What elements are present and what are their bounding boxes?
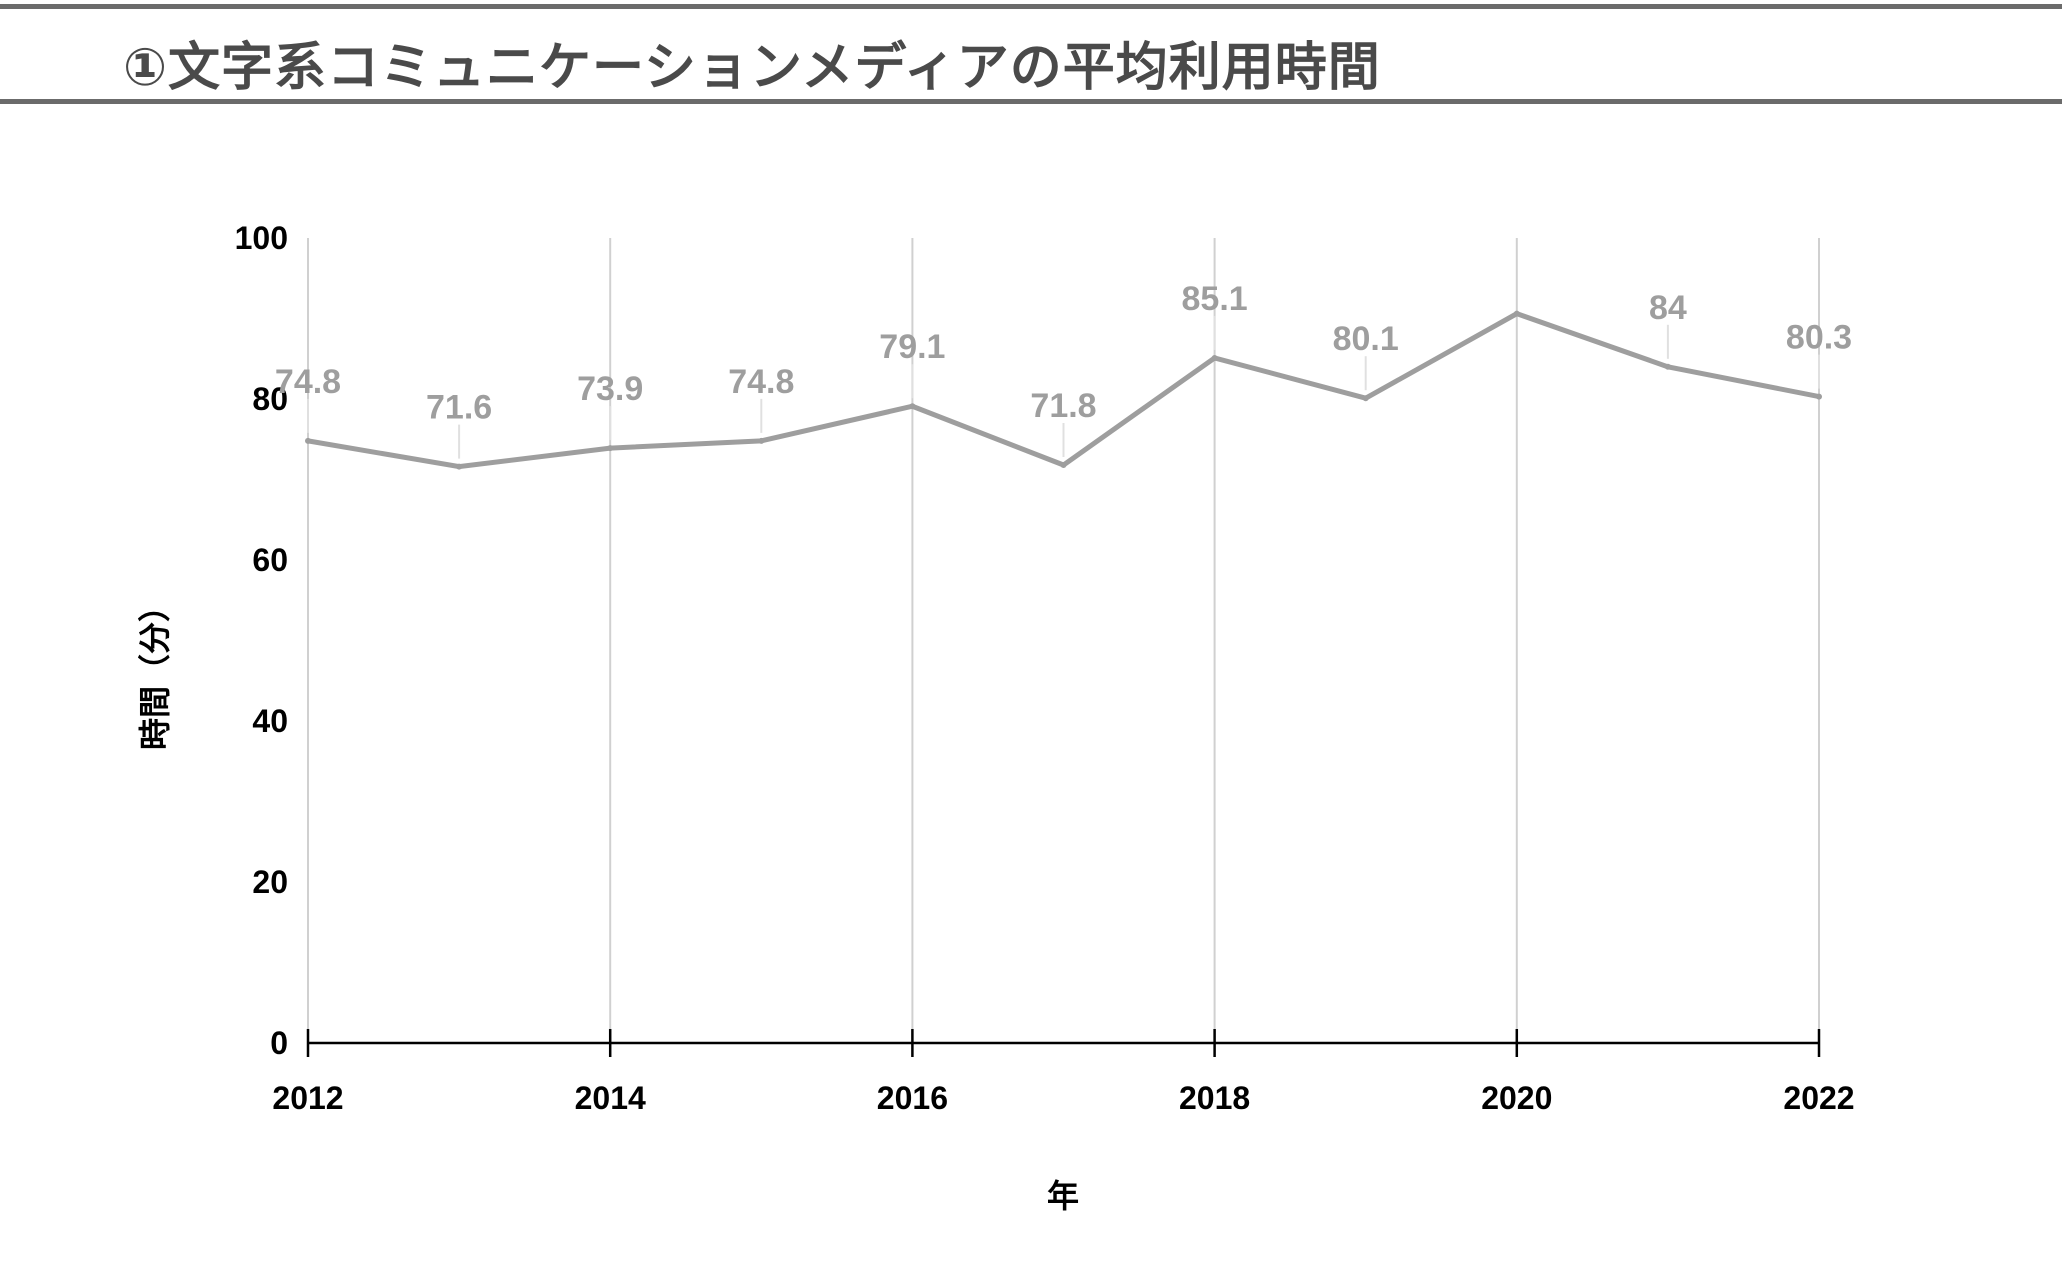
x-tick-label: 2014 [575, 1080, 646, 1116]
series-line [305, 310, 1822, 470]
data-point [1816, 393, 1822, 400]
data-label: 79.1 [879, 328, 945, 366]
y-axis-tick-labels: 0 20 40 60 80 100 [235, 220, 288, 1061]
data-label: 71.8 [1030, 387, 1096, 425]
x-tick-label: 2016 [877, 1080, 948, 1116]
x-axis [306, 1029, 1821, 1057]
data-label: 80.1 [1333, 320, 1399, 358]
data-label: 71.6 [426, 389, 492, 427]
y-tick-label: 60 [252, 542, 288, 578]
data-labels: 74.8 71.6 73.9 74.8 79.1 71.8 85.1 80.1 84 80.3 [275, 280, 1852, 427]
y-tick-label: 40 [252, 703, 288, 739]
x-axis-tick-labels: 2012 2014 2016 2018 2020 2022 [272, 1080, 1854, 1116]
data-point [456, 463, 463, 470]
data-label: 80.3 [1786, 319, 1852, 357]
y-tick-label: 20 [252, 864, 288, 900]
y-tick-label: 80 [252, 381, 288, 417]
y-axis-title: 時間（分） [137, 590, 173, 750]
x-tick-label: 2018 [1179, 1080, 1250, 1116]
data-point [305, 437, 311, 444]
data-label: 84 [1649, 289, 1687, 327]
data-point [1513, 310, 1520, 317]
y-tick-label: 0 [270, 1025, 288, 1061]
title-bar: ①文字系コミュニケーションメディアの平均利用時間 [0, 4, 2062, 104]
x-tick-label: 2012 [272, 1080, 343, 1116]
data-point [758, 437, 765, 444]
data-point [1362, 395, 1369, 402]
y-tick-label: 100 [235, 220, 288, 256]
data-label: 85.1 [1182, 280, 1248, 318]
data-point [909, 403, 916, 410]
vertical-gridlines [307, 238, 1820, 1043]
x-tick-label: 2020 [1481, 1080, 1552, 1116]
x-axis-title: 年 [1047, 1178, 1079, 1214]
page-title: ①文字系コミュニケーションメディアの平均利用時間 [123, 38, 1381, 98]
data-point [1211, 354, 1218, 361]
data-point [1664, 363, 1671, 370]
x-tick-label: 2022 [1783, 1080, 1854, 1116]
data-label: 73.9 [577, 370, 643, 408]
data-label: 74.8 [275, 363, 341, 401]
data-label: 74.8 [728, 363, 794, 401]
data-point [1060, 462, 1067, 469]
data-label-leaders [307, 315, 1820, 459]
data-point [607, 445, 614, 452]
